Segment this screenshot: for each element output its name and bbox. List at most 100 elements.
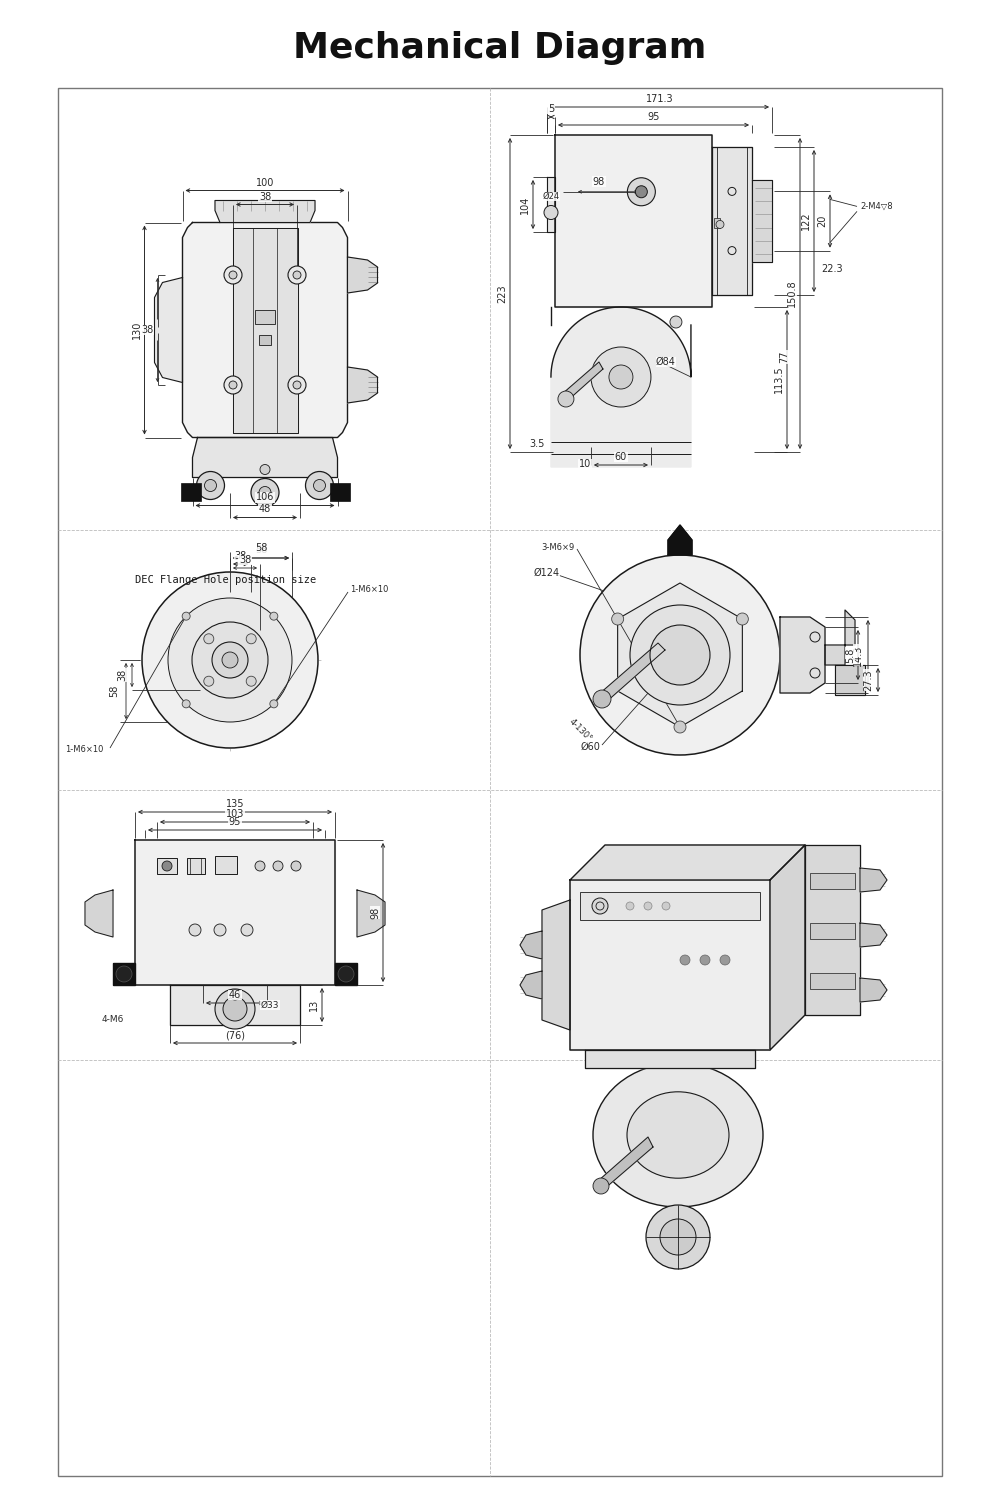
Text: 100: 100: [256, 177, 274, 187]
Circle shape: [593, 689, 611, 708]
Circle shape: [215, 989, 255, 1030]
Circle shape: [162, 860, 172, 871]
Circle shape: [626, 903, 634, 910]
Circle shape: [260, 464, 270, 475]
Polygon shape: [825, 609, 855, 665]
Bar: [810, 922, 855, 939]
Circle shape: [314, 479, 326, 491]
Text: 38: 38: [117, 668, 127, 680]
Polygon shape: [860, 868, 887, 892]
Text: 113.5: 113.5: [774, 366, 784, 393]
Bar: [255, 310, 275, 324]
Circle shape: [627, 178, 655, 206]
Text: 58: 58: [255, 543, 267, 553]
Polygon shape: [547, 177, 555, 231]
Circle shape: [251, 478, 279, 507]
Polygon shape: [335, 963, 357, 984]
Text: 22.3: 22.3: [821, 263, 843, 274]
Circle shape: [142, 572, 318, 748]
Circle shape: [680, 956, 690, 965]
Circle shape: [662, 903, 670, 910]
Circle shape: [612, 612, 624, 624]
Circle shape: [192, 621, 268, 699]
Circle shape: [223, 996, 247, 1021]
Polygon shape: [598, 1137, 653, 1190]
Text: 2-M4▽8: 2-M4▽8: [860, 203, 893, 210]
Circle shape: [720, 956, 730, 965]
Polygon shape: [860, 978, 887, 1002]
Circle shape: [288, 376, 306, 395]
Polygon shape: [835, 665, 865, 696]
Text: 122: 122: [801, 212, 811, 230]
Polygon shape: [752, 180, 772, 262]
Circle shape: [736, 612, 748, 624]
Text: Ø60: Ø60: [580, 742, 600, 751]
Polygon shape: [170, 984, 300, 1025]
Text: Mechanical Diagram: Mechanical Diagram: [293, 32, 707, 65]
Polygon shape: [542, 900, 570, 1030]
Circle shape: [670, 316, 682, 328]
Circle shape: [182, 612, 190, 620]
Circle shape: [716, 221, 724, 228]
Text: 4-130°: 4-130°: [567, 717, 593, 744]
Circle shape: [204, 634, 214, 644]
Text: DEC Flange Hole position size: DEC Flange Hole position size: [135, 575, 316, 585]
Polygon shape: [561, 361, 603, 402]
Polygon shape: [520, 971, 542, 999]
Bar: [259, 336, 271, 345]
Circle shape: [182, 700, 190, 708]
Circle shape: [291, 860, 301, 871]
Circle shape: [168, 599, 292, 723]
Text: 14.3: 14.3: [853, 644, 863, 665]
Circle shape: [338, 966, 354, 981]
Text: 38: 38: [239, 555, 251, 565]
Ellipse shape: [627, 1092, 729, 1178]
Circle shape: [204, 676, 214, 686]
Text: 3.5: 3.5: [529, 438, 545, 449]
Text: 46: 46: [229, 990, 241, 999]
Circle shape: [196, 472, 224, 499]
Text: 95: 95: [229, 816, 241, 827]
Circle shape: [293, 271, 301, 280]
Polygon shape: [860, 922, 887, 947]
Circle shape: [229, 381, 237, 389]
Bar: [58, 88, 942, 1476]
Circle shape: [544, 206, 558, 219]
Polygon shape: [570, 845, 805, 880]
Bar: [187, 857, 205, 874]
Polygon shape: [348, 367, 378, 404]
Text: 4-M6: 4-M6: [102, 1016, 124, 1025]
Bar: [810, 974, 855, 989]
Circle shape: [230, 990, 240, 999]
Bar: [157, 857, 177, 874]
Text: 1-M6×10: 1-M6×10: [350, 585, 388, 594]
Text: Ø84: Ø84: [656, 357, 676, 367]
Text: 104: 104: [520, 195, 530, 213]
Circle shape: [273, 860, 283, 871]
Polygon shape: [712, 147, 752, 295]
Text: 95: 95: [647, 112, 660, 122]
Circle shape: [293, 381, 301, 389]
Circle shape: [609, 364, 633, 389]
Circle shape: [246, 676, 256, 686]
Polygon shape: [520, 931, 542, 959]
Polygon shape: [215, 201, 315, 222]
Text: 98: 98: [593, 177, 605, 187]
Text: 48: 48: [259, 505, 271, 514]
Bar: [580, 892, 760, 919]
Circle shape: [222, 652, 238, 668]
Bar: [714, 218, 720, 228]
Text: 150.8: 150.8: [787, 280, 797, 307]
Circle shape: [270, 700, 278, 708]
Circle shape: [646, 1205, 710, 1269]
Circle shape: [700, 956, 710, 965]
Polygon shape: [113, 963, 135, 984]
Circle shape: [630, 605, 730, 705]
Circle shape: [212, 643, 248, 677]
Polygon shape: [85, 891, 113, 937]
Circle shape: [246, 634, 256, 644]
Text: 98: 98: [370, 906, 380, 919]
Circle shape: [229, 271, 237, 280]
Circle shape: [558, 392, 574, 407]
Text: 77: 77: [779, 351, 789, 363]
